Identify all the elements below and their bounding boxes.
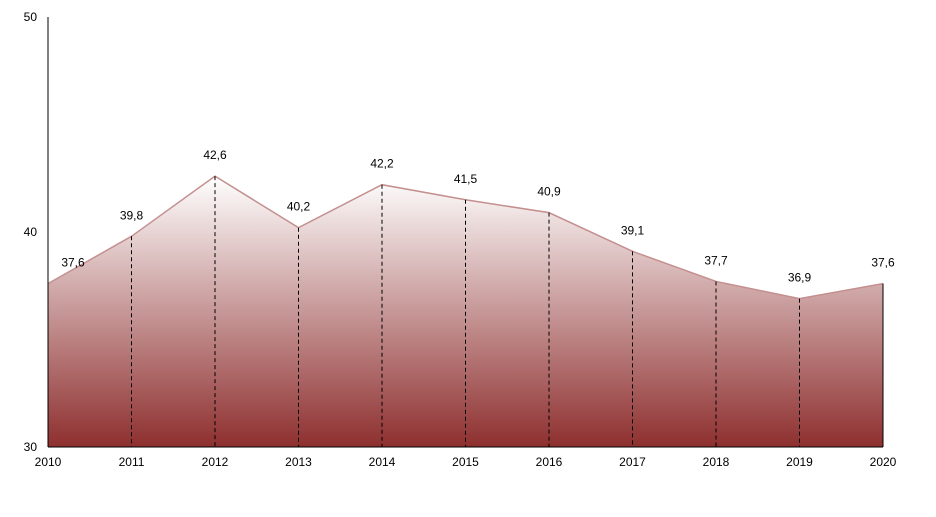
data-label-2017: 39,1: [621, 223, 645, 237]
x-tick-label-2020: 2020: [870, 455, 897, 469]
x-tick-label-2018: 2018: [703, 455, 730, 469]
data-label-2020: 37,6: [871, 256, 895, 270]
axes: 30 40 50 2010 2011 2012 2013 2014 2015 2016 2017 20…: [24, 10, 897, 469]
data-label-2018: 37,7: [704, 253, 728, 267]
area-fill: [48, 176, 883, 447]
y-tick-label-40: 40: [24, 225, 38, 239]
x-tick-label-2010: 2010: [35, 455, 62, 469]
x-tick-label-2011: 2011: [119, 455, 145, 469]
x-tick-label-2015: 2015: [452, 455, 479, 469]
data-label-2014: 42,2: [370, 157, 394, 171]
data-label-2010: 37,6: [61, 256, 85, 270]
x-tick-label-2019: 2019: [786, 455, 813, 469]
data-label-2012: 42,6: [203, 148, 227, 162]
y-tick-label-50: 50: [24, 10, 38, 24]
y-tick-label-30: 30: [24, 440, 38, 454]
data-label-2011: 39,8: [120, 208, 144, 222]
data-label-2015: 41,5: [454, 172, 478, 186]
x-tick-label-2012: 2012: [202, 455, 229, 469]
data-label-2019: 36,9: [788, 271, 812, 285]
x-tick-label-2013: 2013: [285, 455, 312, 469]
x-tick-label-2014: 2014: [369, 455, 396, 469]
x-tick-label-2016: 2016: [536, 455, 563, 469]
x-tick-label-2017: 2017: [619, 455, 646, 469]
data-label-2013: 40,2: [287, 200, 311, 214]
data-label-2016: 40,9: [537, 185, 561, 199]
data-labels: 37,6 39,8 42,6 40,2 42,2 41,5 40,9 39,1 37,7 36,9…: [61, 148, 895, 285]
drop-lines: [131, 176, 884, 447]
